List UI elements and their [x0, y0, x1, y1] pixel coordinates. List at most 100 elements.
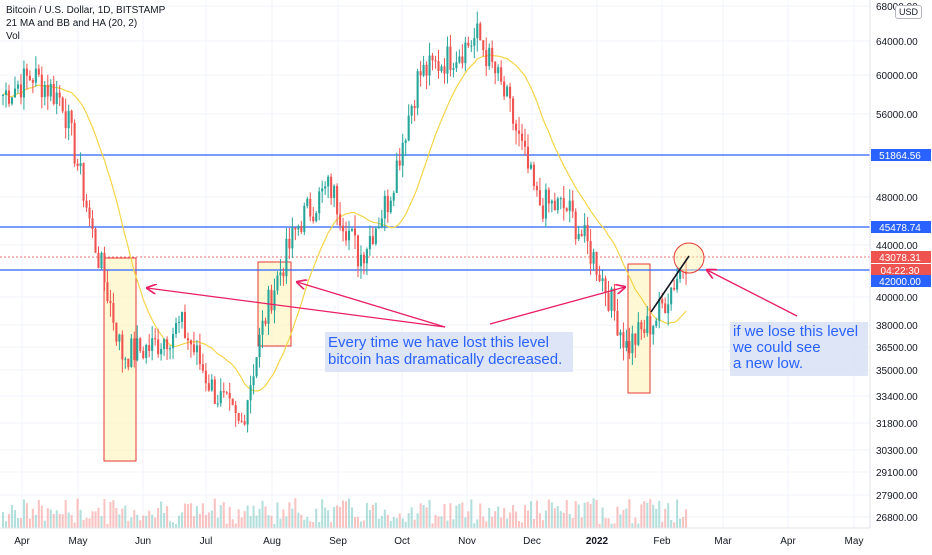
annotation-right-line: if we lose this level [733, 323, 858, 340]
volume-bar [109, 501, 112, 528]
volume-bar [174, 523, 178, 528]
volume-bar [330, 522, 333, 528]
volume-bar [455, 505, 458, 528]
volume-bar [577, 504, 580, 528]
symbol-title[interactable]: Bitcoin / U.S. Dollar, 1D, BITSTAMP [6, 5, 166, 16]
volume-bar [383, 509, 386, 528]
volume-bar [491, 516, 494, 528]
candle-body [398, 160, 401, 166]
volume-bar [31, 508, 34, 528]
volume-label[interactable]: Vol [6, 31, 20, 42]
axes: 68000.0064000.0060000.0056000.0052000.00… [0, 0, 918, 547]
price-label-text: 42000.00 [879, 277, 921, 288]
candle-body [225, 392, 228, 394]
candle-body [345, 231, 348, 241]
volume-bar [180, 512, 184, 528]
candle-body [577, 234, 580, 240]
candle-body [279, 272, 282, 276]
volume-bar [130, 517, 133, 528]
grid [0, 0, 870, 528]
volume-bar [631, 523, 634, 528]
volume-bar [318, 521, 321, 528]
volume-bar [509, 512, 512, 528]
volume-bar [425, 507, 428, 528]
candle-body [145, 345, 148, 358]
horizontal-levels[interactable] [0, 154, 870, 271]
volume-bar [467, 511, 470, 528]
volume-bar [515, 511, 518, 528]
candle-body [7, 90, 11, 104]
drawings[interactable]: Every time we have lost this levelbitcoi… [147, 242, 868, 376]
candle-body [416, 71, 419, 109]
volume-bar [225, 523, 228, 528]
candle-body [273, 290, 276, 311]
volume-bar [339, 506, 342, 528]
currency-badge[interactable]: USD [894, 5, 922, 19]
candle-body [395, 160, 398, 193]
candle-body [312, 216, 315, 222]
volume-bar [544, 510, 547, 528]
volume-bar [133, 510, 136, 528]
candle-body [324, 186, 327, 189]
candle-body [52, 83, 55, 104]
volume-bar [368, 510, 371, 528]
candle-body [252, 376, 255, 386]
chart-legend: Bitcoin / U.S. Dollar, 1D, BITSTAMP 21 M… [6, 4, 165, 43]
volume-bar [538, 513, 541, 528]
volume-bar [526, 510, 530, 528]
candle-body [198, 345, 201, 365]
indicator-label[interactable]: 21 MA and BB and HA (20, 2) [6, 18, 138, 29]
candle-body [568, 200, 571, 211]
volume-bar [500, 517, 503, 528]
volume-bar [610, 523, 613, 528]
volume-bar [506, 518, 509, 528]
volume-bar [664, 508, 667, 528]
volume-bar [276, 502, 279, 528]
price-tick-label: 35000.00 [876, 366, 918, 377]
candle-body [40, 74, 43, 98]
volume-bar [428, 499, 431, 528]
candle-body [174, 322, 178, 334]
volume-bar [356, 516, 360, 528]
candle-body [142, 350, 145, 358]
volume-bar [67, 512, 70, 528]
volume-bar [127, 520, 130, 528]
arrow-left [147, 288, 446, 328]
volume-bar [679, 518, 682, 528]
volume-bar [628, 499, 631, 528]
volume-bar [201, 503, 204, 528]
candle-body [276, 275, 279, 291]
volume-bar [115, 507, 118, 528]
candle-body [553, 200, 556, 211]
candle-body [321, 188, 324, 192]
volume-bar [145, 515, 148, 528]
candle-body [419, 71, 422, 76]
volume-bar [422, 504, 425, 528]
volume-bar [497, 506, 500, 528]
candle-body [130, 338, 133, 367]
candle-body [127, 358, 130, 367]
candle-body [515, 123, 518, 131]
candle-body [133, 338, 136, 361]
annotation-left-line: Every time we have lost this level [328, 334, 549, 351]
candle-body [186, 338, 190, 341]
candle-body [237, 413, 240, 421]
candle-body [261, 320, 264, 335]
candle-body [4, 90, 8, 95]
candle-body [449, 46, 452, 70]
volume-bar [267, 515, 270, 528]
candle-body [169, 348, 172, 350]
volume-bar [124, 505, 127, 528]
candle-body [365, 249, 368, 264]
price-tick-label: 44000.00 [876, 241, 918, 252]
volume-bar [151, 514, 154, 528]
volume-bar [517, 520, 521, 528]
volume-bar [216, 517, 219, 528]
candle-body [407, 115, 410, 141]
candle-body [204, 370, 207, 384]
candle-body [676, 278, 679, 290]
volume-bar [70, 515, 73, 528]
volume-bar [595, 499, 598, 528]
